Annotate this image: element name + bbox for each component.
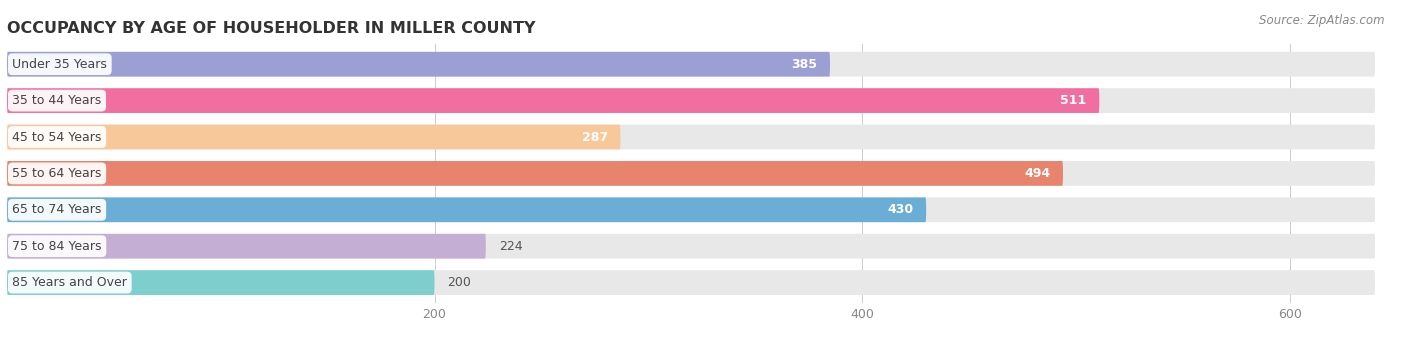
FancyBboxPatch shape xyxy=(7,125,620,149)
FancyBboxPatch shape xyxy=(7,198,927,222)
Text: Source: ZipAtlas.com: Source: ZipAtlas.com xyxy=(1260,14,1385,27)
Text: 287: 287 xyxy=(582,131,607,143)
FancyBboxPatch shape xyxy=(7,52,830,76)
Text: 430: 430 xyxy=(887,203,914,216)
FancyBboxPatch shape xyxy=(7,234,1375,258)
FancyBboxPatch shape xyxy=(7,161,1063,186)
FancyBboxPatch shape xyxy=(7,88,1375,113)
FancyBboxPatch shape xyxy=(7,52,1375,76)
FancyBboxPatch shape xyxy=(7,198,1375,222)
Text: 65 to 74 Years: 65 to 74 Years xyxy=(13,203,101,216)
Text: 224: 224 xyxy=(499,240,522,253)
Text: 55 to 64 Years: 55 to 64 Years xyxy=(13,167,101,180)
Text: 75 to 84 Years: 75 to 84 Years xyxy=(13,240,101,253)
FancyBboxPatch shape xyxy=(7,161,1375,186)
Text: 85 Years and Over: 85 Years and Over xyxy=(13,276,128,289)
Text: 35 to 44 Years: 35 to 44 Years xyxy=(13,94,101,107)
FancyBboxPatch shape xyxy=(7,270,1375,295)
Text: OCCUPANCY BY AGE OF HOUSEHOLDER IN MILLER COUNTY: OCCUPANCY BY AGE OF HOUSEHOLDER IN MILLE… xyxy=(7,21,536,36)
Text: 45 to 54 Years: 45 to 54 Years xyxy=(13,131,101,143)
Text: 511: 511 xyxy=(1060,94,1087,107)
FancyBboxPatch shape xyxy=(7,270,434,295)
FancyBboxPatch shape xyxy=(7,88,1099,113)
FancyBboxPatch shape xyxy=(7,234,486,258)
Text: 385: 385 xyxy=(792,58,817,71)
Text: 200: 200 xyxy=(447,276,471,289)
FancyBboxPatch shape xyxy=(7,125,1375,149)
Text: 494: 494 xyxy=(1024,167,1050,180)
Text: Under 35 Years: Under 35 Years xyxy=(13,58,107,71)
